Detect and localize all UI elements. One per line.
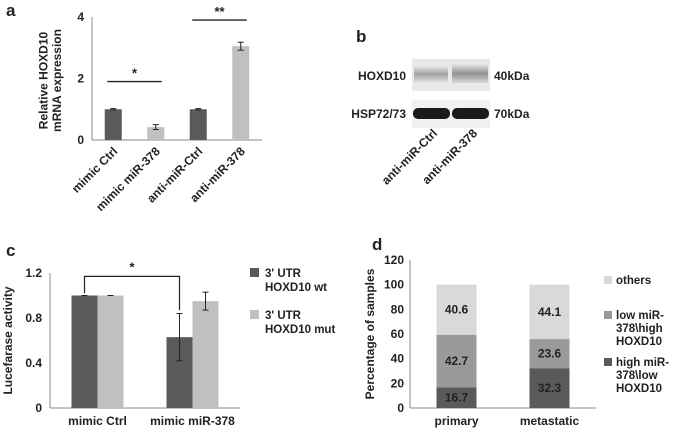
x-tick-label: mimic Ctrl (68, 414, 127, 428)
data-label: 23.6 (538, 347, 562, 361)
y-tick-label: 0 (397, 401, 404, 415)
y-tick-label: 20 (391, 376, 405, 390)
y-axis-title: Lucefarase activity (1, 286, 15, 394)
stacked-bar-segment (436, 387, 477, 408)
panel-label-a: a (6, 1, 16, 20)
y-tick-label: 0 (77, 133, 84, 147)
legend-label: low miR- (616, 310, 664, 322)
stacked-bar-segment (436, 334, 477, 388)
x-tick-label: metastatic (520, 414, 580, 428)
legend-swatch (604, 276, 612, 284)
legend-swatch (250, 310, 259, 319)
western-blot-b: HOXD10HSP72/7340kDa70kDaanti-miR-Ctrlant… (351, 59, 530, 188)
significance-marker: ** (214, 4, 225, 19)
legend-label: 3' UTR (265, 268, 302, 280)
y-tick-label: 0.4 (25, 356, 42, 370)
blot-band-label: HSP72/73 (351, 107, 406, 121)
legend-label: HOXD10 mut (265, 324, 335, 336)
legend-swatch (604, 311, 612, 319)
panel-label-b: b (356, 27, 366, 46)
data-label: 32.3 (538, 381, 562, 395)
stacked-bar-segment (529, 368, 570, 408)
significance-marker: * (132, 66, 138, 81)
legend-label: 378\low (616, 370, 658, 382)
stacked-bar-segment (436, 284, 477, 335)
legend-label: HOXD10 wt (265, 282, 327, 294)
x-tick-label: mimic miR-378 (150, 414, 235, 428)
y-tick-label: 0.8 (25, 311, 42, 325)
legend-label: others (616, 275, 651, 287)
significance-bracket (83, 275, 181, 311)
blot-size-label: 40kDa (494, 69, 530, 83)
chart-d: 0 20 40 60 80 100 120 Percentage of samples prim… (363, 253, 669, 428)
bar (189, 109, 207, 140)
data-label: 16.7 (445, 391, 469, 405)
bar (232, 46, 250, 140)
legend-label: 3' UTR (265, 310, 302, 322)
y-axis-title: Percentage of samples (363, 268, 377, 399)
data-label: 44.1 (538, 305, 562, 319)
blot-band-hoxd10-lane2 (452, 64, 488, 83)
panel-label-d: d (372, 235, 382, 254)
stacked-bar-segment (529, 284, 570, 340)
bar (104, 109, 122, 140)
bar (71, 295, 98, 408)
legend-label: 378\high (616, 323, 663, 335)
blot-band-hsp-lane1 (413, 108, 450, 119)
data-label: 40.6 (445, 303, 469, 317)
legend-swatch (604, 358, 612, 366)
legend-label: HOXD10 (616, 383, 662, 395)
bar (192, 301, 219, 408)
y-tick-label: 40 (391, 352, 405, 366)
blot-band-hsp-lane2 (452, 108, 489, 119)
blot-band-hoxd10-lane1 (414, 66, 448, 82)
stacked-bar-segment (529, 339, 570, 369)
bar (97, 295, 124, 408)
x-tick-label: primary (434, 414, 478, 428)
y-axis-title: Relative HOXD10mRNA expression (37, 29, 64, 132)
y-tick-label: 80 (391, 302, 405, 316)
blot-size-label: 70kDa (494, 107, 530, 121)
y-tick-label: 0 (35, 401, 42, 415)
legend-label: HOXD10 (616, 336, 662, 348)
y-tick-label: 4 (77, 10, 84, 24)
chart-c: 0 0.4 0.8 1.2 Lucefarase activity mimic Ctrl m… (1, 259, 335, 428)
data-label: 42.7 (445, 354, 469, 368)
y-tick-label: 60 (391, 327, 405, 341)
y-tick-label: 100 (384, 278, 404, 292)
legend-swatch (250, 268, 259, 277)
blot-band-label: HOXD10 (358, 69, 406, 83)
bar (147, 127, 165, 140)
legend-label: high miR- (616, 357, 669, 369)
significance-marker: * (129, 259, 135, 274)
y-tick-label: 2 (77, 72, 84, 86)
panel-label-c: c (6, 241, 15, 260)
y-tick-label: 120 (384, 253, 404, 267)
y-tick-label: 1.2 (25, 266, 42, 280)
